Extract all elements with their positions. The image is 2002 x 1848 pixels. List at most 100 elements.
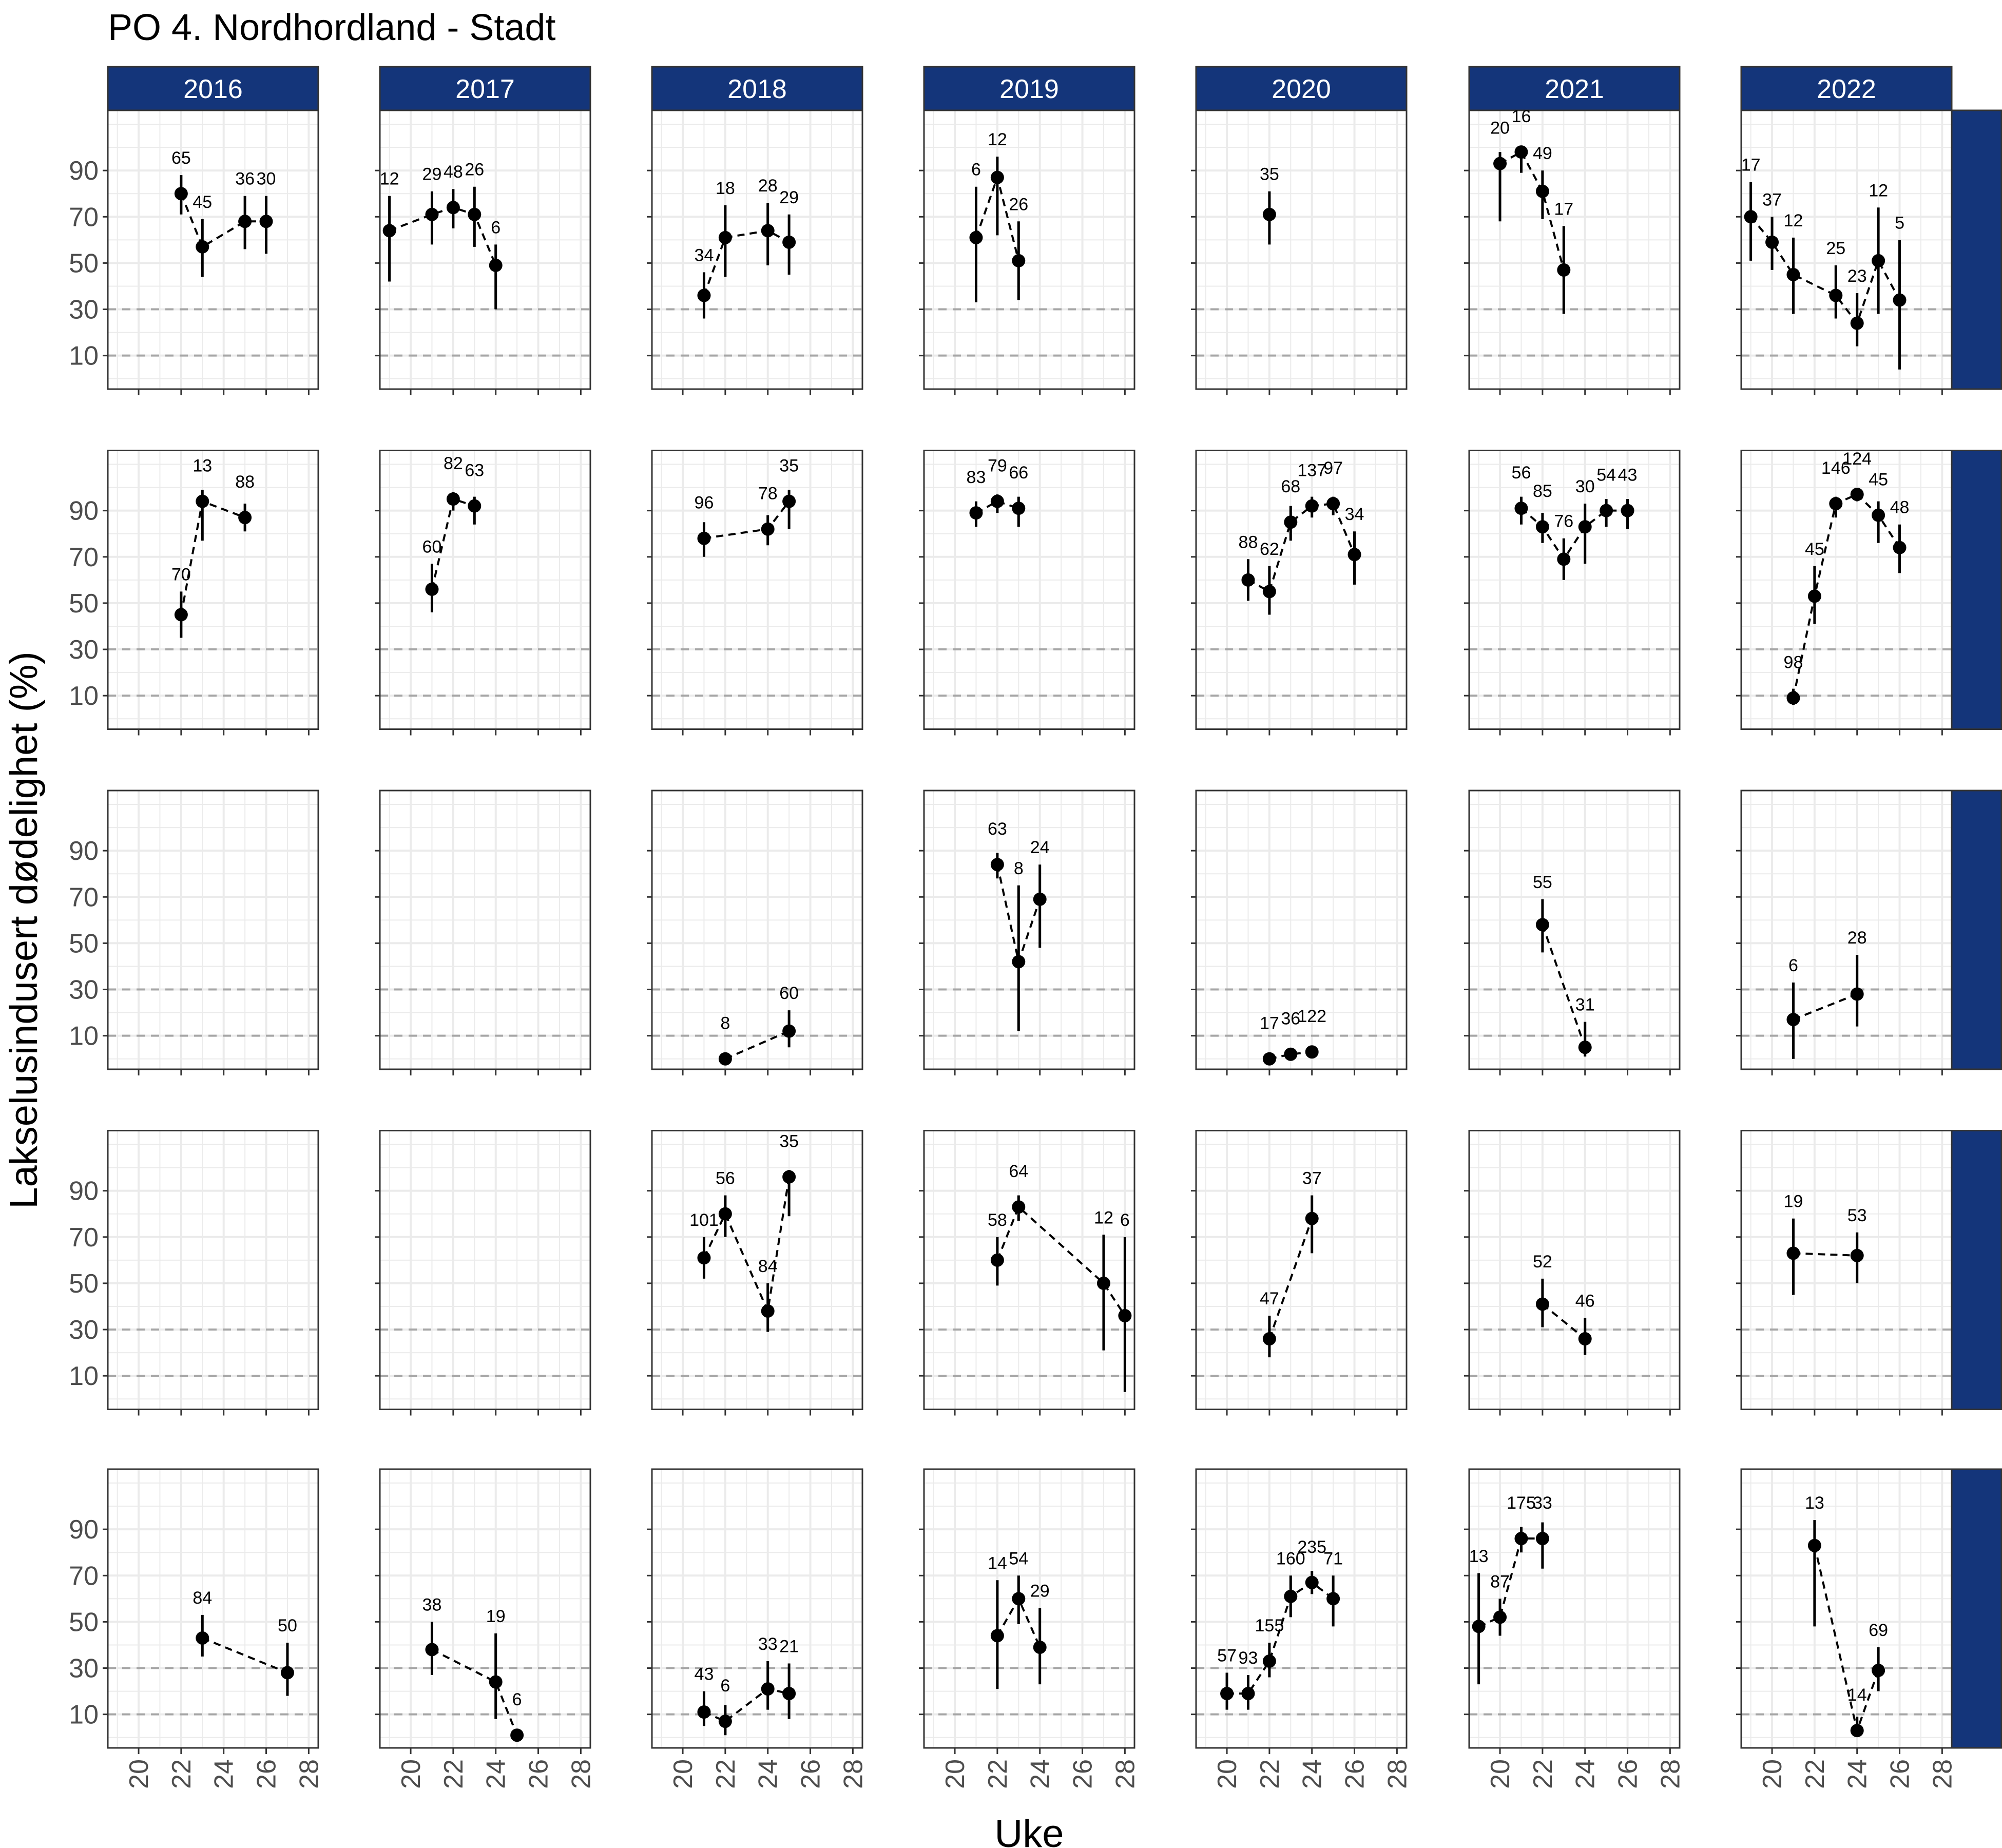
trend-line xyxy=(1541,924,1586,1048)
data-label: 6 xyxy=(1120,1210,1130,1230)
data-point xyxy=(425,582,439,596)
x-tick-label: 24 xyxy=(209,1759,239,1789)
panel xyxy=(919,450,1135,736)
x-tick-label: 22 xyxy=(1255,1759,1285,1789)
panel xyxy=(919,109,1135,395)
x-tick-label: 28 xyxy=(838,1759,868,1789)
panel xyxy=(375,109,591,395)
data-point xyxy=(1850,987,1864,1001)
panel-series: 43 6 33 21 xyxy=(695,1634,799,1736)
panel-border xyxy=(651,1468,863,1749)
panel-series: 58 64 12 6 xyxy=(988,1162,1132,1392)
trend-line xyxy=(1542,1303,1586,1340)
panel xyxy=(647,790,863,1075)
x-axis-title: Uke xyxy=(994,1812,1064,1848)
y-tick-label: 10 xyxy=(69,1700,99,1730)
data-point xyxy=(1850,1724,1864,1738)
data-label: 12 xyxy=(1869,181,1888,200)
panel-background xyxy=(1196,791,1407,1069)
data-label: 6 xyxy=(491,218,500,237)
panel-background xyxy=(652,791,862,1069)
panel-background xyxy=(1469,1469,1680,1748)
data-point xyxy=(1557,263,1571,277)
data-label: 78 xyxy=(758,484,778,504)
data-label: 53 xyxy=(1847,1206,1867,1225)
data-label: 70 xyxy=(171,565,191,584)
data-label: 48 xyxy=(1890,498,1910,517)
data-label: 24 xyxy=(1030,838,1050,857)
data-label: 18 xyxy=(716,179,735,198)
strip-year-label: 2021 xyxy=(1545,74,1604,104)
trend-line xyxy=(1247,502,1356,593)
data-label: 47 xyxy=(1260,1289,1279,1308)
trend-line xyxy=(996,1205,1126,1317)
data-point xyxy=(761,522,775,536)
x-tick-label: 24 xyxy=(1571,1759,1601,1789)
data-point xyxy=(761,224,775,238)
panel-border xyxy=(1468,790,1681,1070)
data-label: 45 xyxy=(1805,540,1824,559)
data-label: 63 xyxy=(988,819,1007,839)
data-point xyxy=(510,1728,524,1742)
data-point xyxy=(718,1052,732,1066)
data-label: 33 xyxy=(1533,1493,1552,1513)
data-point xyxy=(425,207,439,221)
data-label: 38 xyxy=(422,1595,442,1614)
data-label: 49 xyxy=(1533,144,1552,163)
data-label: 88 xyxy=(1239,532,1258,552)
data-label: 25 xyxy=(1826,239,1845,258)
data-label: 88 xyxy=(235,472,255,492)
data-point xyxy=(1262,1332,1276,1346)
data-point xyxy=(238,511,252,525)
panel: 10 30 50 70 90 xyxy=(69,790,319,1075)
panel-border xyxy=(1468,450,1681,730)
x-tick-label: 22 xyxy=(1800,1759,1830,1789)
data-point xyxy=(990,1253,1004,1267)
panel: 10 30 50 70 90 20 22 24 26 28 xyxy=(69,1468,324,1789)
data-label: 60 xyxy=(779,984,799,1003)
y-tick-label: 50 xyxy=(69,1607,99,1637)
site-row: Balestrand xyxy=(1951,790,2002,1070)
data-label: 34 xyxy=(695,245,714,265)
data-point xyxy=(1535,184,1549,198)
y-tick-label: 30 xyxy=(69,975,99,1005)
data-point xyxy=(1600,504,1613,517)
panel xyxy=(647,109,863,395)
data-label: 12 xyxy=(1094,1208,1113,1227)
data-label: 79 xyxy=(988,456,1007,476)
data-point xyxy=(382,224,396,238)
x-tick-label: 24 xyxy=(754,1759,783,1789)
x-tick-label: 24 xyxy=(482,1759,511,1789)
data-point xyxy=(761,1682,775,1696)
panel-background xyxy=(1469,450,1680,729)
data-label: 84 xyxy=(758,1257,778,1276)
data-point xyxy=(1893,541,1907,554)
data-label: 155 xyxy=(1255,1616,1284,1635)
data-point xyxy=(782,1024,796,1038)
y-tick-label: 50 xyxy=(69,929,99,958)
data-point xyxy=(425,1643,439,1657)
data-point xyxy=(238,215,252,228)
data-label: 35 xyxy=(779,456,799,476)
panel-border xyxy=(379,1468,591,1749)
data-point xyxy=(1872,254,1885,267)
panel-background xyxy=(1196,110,1407,389)
x-tick-label: 24 xyxy=(1026,1759,1055,1789)
data-label: 122 xyxy=(1297,1007,1326,1026)
data-label: 33 xyxy=(758,1634,778,1654)
data-label: 36 xyxy=(235,169,255,189)
panel xyxy=(1191,109,1408,395)
trend-line xyxy=(180,193,266,248)
data-label: 98 xyxy=(1784,653,1803,672)
panel: 20 22 24 26 28 xyxy=(647,1468,868,1789)
y-tick-label: 90 xyxy=(69,1177,99,1206)
panel-series: 52 46 xyxy=(1533,1252,1595,1355)
data-label: 160 xyxy=(1276,1549,1305,1568)
data-label: 6 xyxy=(1788,956,1798,975)
panel-border xyxy=(107,790,319,1070)
panel-border xyxy=(651,450,863,730)
strip-year-label: 2017 xyxy=(455,74,515,104)
panel xyxy=(1191,450,1408,736)
